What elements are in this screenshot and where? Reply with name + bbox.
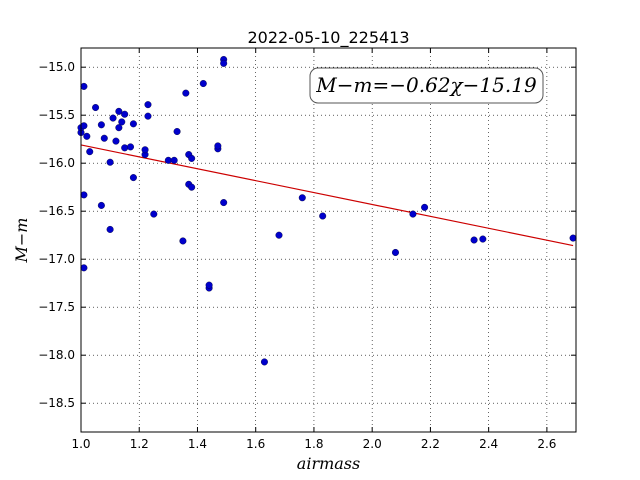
data-point [470, 236, 478, 244]
x-axis-label: airmass [297, 454, 360, 473]
scatter-points [77, 56, 577, 366]
data-point [141, 146, 149, 154]
y-tick-label: −16.5 [38, 204, 75, 218]
data-point [298, 194, 306, 202]
data-point [83, 132, 91, 140]
data-point [569, 234, 577, 242]
y-tick-label: −16.0 [38, 156, 75, 170]
data-point [409, 210, 417, 218]
data-point [129, 174, 137, 182]
data-point [86, 148, 94, 156]
data-point [80, 264, 88, 272]
x-tick-label: 2.0 [363, 437, 382, 451]
data-point [106, 158, 114, 166]
data-point [97, 121, 105, 129]
data-point [188, 154, 196, 162]
data-point [126, 143, 134, 151]
data-point [319, 212, 327, 220]
data-point [421, 203, 429, 211]
data-point [260, 358, 268, 366]
data-point [173, 128, 181, 136]
data-point [97, 201, 105, 209]
fit-equation-frame [309, 67, 544, 104]
data-point [115, 124, 123, 132]
data-point [80, 191, 88, 199]
x-tick-label: 1.0 [71, 437, 90, 451]
data-point [220, 59, 228, 67]
data-point [479, 235, 487, 243]
data-point [179, 237, 187, 245]
y-tick-label: −18.5 [38, 396, 75, 410]
data-point [106, 225, 114, 233]
data-point [121, 110, 129, 118]
x-tick-label: 1.6 [246, 437, 265, 451]
data-point [80, 122, 88, 130]
data-point [109, 114, 117, 122]
x-tick-label: 1.4 [188, 437, 207, 451]
data-point [144, 112, 152, 120]
data-point [391, 248, 399, 256]
y-tick-label: −17.5 [38, 300, 75, 314]
fit-line-group [80, 144, 574, 247]
plot-frame [80, 47, 577, 433]
data-point [92, 104, 100, 112]
grid [80, 48, 576, 432]
data-point [170, 156, 178, 164]
x-tick-label: 2.6 [537, 437, 556, 451]
fit-equation-text: M−m=−0.62χ−15.19 [315, 73, 537, 97]
data-point [121, 144, 129, 152]
data-point [220, 199, 228, 207]
data-point [150, 210, 158, 218]
data-point [129, 120, 137, 128]
axis-ticks: 1.0 1.2 1.4 1.6 1.8 2.0 2.2 2.4 2.6 −15.0 −15.5 −16… [38, 48, 576, 451]
data-point [100, 134, 108, 142]
x-tick-label: 1.8 [304, 437, 323, 451]
data-point [115, 107, 123, 115]
y-axis-label: M−m [12, 218, 31, 264]
fit-line [80, 144, 574, 247]
fit-equation-box: M−m=−0.62χ−15.19 [309, 67, 544, 104]
chart-title: 2022-05-10_225413 [247, 28, 409, 48]
y-tick-label: −18.0 [38, 348, 75, 362]
y-tick-label: −15.5 [38, 108, 75, 122]
x-tick-label: 2.2 [421, 437, 440, 451]
data-point [214, 142, 222, 150]
data-point [144, 101, 152, 109]
data-point [182, 89, 190, 97]
data-point [80, 82, 88, 90]
data-point [112, 137, 120, 145]
data-point [164, 156, 172, 164]
data-point [188, 183, 196, 191]
data-point [275, 231, 283, 239]
data-point [205, 281, 213, 289]
data-point [118, 118, 126, 126]
x-tick-label: 2.4 [479, 437, 498, 451]
x-tick-label: 1.2 [130, 437, 149, 451]
data-point [199, 80, 207, 88]
y-tick-label: −17.0 [38, 252, 75, 266]
y-tick-label: −15.0 [38, 60, 75, 74]
